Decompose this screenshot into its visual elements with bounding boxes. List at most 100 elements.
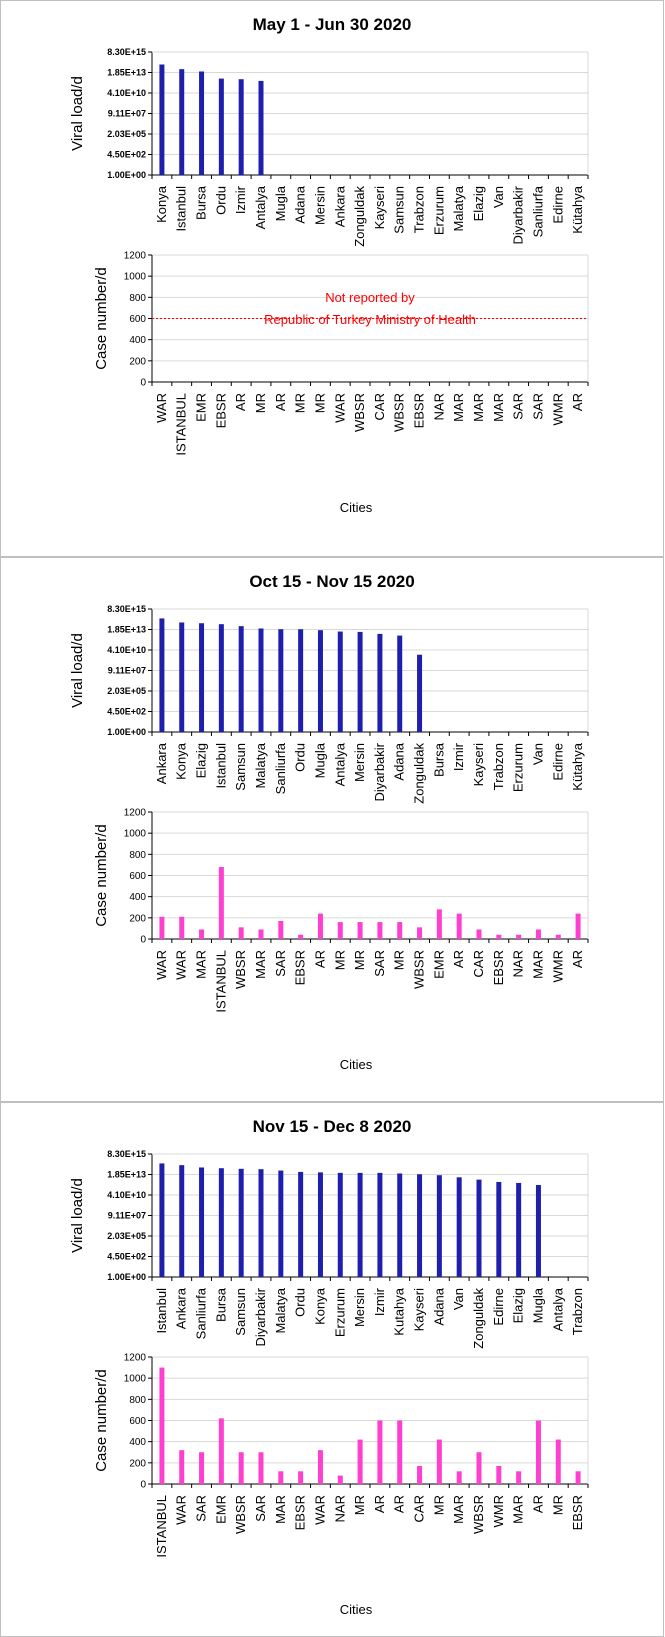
viral-ytick-label: 1.00E+00 [107,1272,146,1282]
viral-ytick-label: 8.30E+15 [107,47,146,57]
cases-category-label: AR [312,950,327,968]
cases-category-label: ISTANBUL [174,393,189,456]
viral-ytick-label: 9.11E+07 [108,1211,146,1221]
viral-category-label: Ankara [154,742,169,784]
cases-bar [476,929,482,939]
cases-category-label: WMR [491,1495,506,1528]
cases-category-label: SAR [530,393,545,420]
cases-ytick-label: 1000 [124,829,147,840]
viral-category-label: Kütahya [570,185,585,233]
cases-category-label: WBSR [471,1495,486,1534]
cases-bar [278,1471,284,1484]
cases-category-label: MR [431,1495,446,1515]
viral-bar [179,69,185,175]
cases-y-axis-label: Case number/d [93,1369,110,1472]
viral-category-label: Mersin [352,743,367,782]
cases-bar [476,1452,482,1484]
viral-bar [238,1168,244,1277]
cases-category-label: MR [312,393,327,413]
viral-category-label: Malatya [451,185,466,231]
viral-category-label: Diyarbakir [511,185,526,244]
viral-bar [357,1172,363,1277]
cases-category-label: WAR [154,950,169,980]
cases-category-label: MAR [491,393,506,422]
viral-bar [159,1163,165,1277]
viral-category-label: Kayseri [412,1288,427,1331]
viral-category-label: Sanliurfa [273,742,288,794]
cases-bar [238,927,244,939]
viral-category-label: Kütahya [570,742,585,790]
cases-bar [298,934,304,939]
viral-bar [218,1168,224,1277]
cases-bar [555,934,561,939]
viral-category-label: Antalya [332,742,347,786]
viral-category-label: Ordu [293,743,308,772]
cases-ytick-label: 800 [129,1395,146,1406]
cases-ytick-label: 1200 [124,1353,147,1364]
cases-category-label: CAR [412,1495,427,1522]
viral-bar [238,626,244,732]
viral-category-label: Konya [154,185,169,223]
viral-bar [456,1177,462,1277]
viral-category-label: Zonguldak [412,743,427,804]
viral-bar [238,79,244,175]
cases-category-label: MAR [451,393,466,422]
viral-category-label: Ordu [293,1288,308,1317]
viral-bar [179,1165,185,1277]
viral-category-label: Mersin [312,186,327,225]
cases-bar [516,934,522,939]
cases-category-label: WBSR [392,393,407,432]
viral-category-label: Mersin [352,1288,367,1327]
viral-ytick-label: 8.30E+15 [107,1149,146,1159]
viral-category-label: Edirne [550,743,565,781]
cases-bar [317,913,323,939]
cases-category-label: EBSR [491,950,506,985]
viral-category-label: Bursa [213,1287,228,1322]
chart-title: May 1 - Jun 30 2020 [253,15,412,34]
viral-bar [199,1167,205,1277]
viral-ytick-label: 2.03E+05 [107,686,146,696]
cases-ytick-label: 600 [129,1416,146,1427]
viral-bar [337,631,343,732]
viral-category-label: Istanbul [154,1288,169,1334]
cases-ytick-label: 600 [129,871,146,882]
not-reported-note-line1: Not reported by [325,290,415,305]
cases-category-label: WBSR [233,950,248,989]
cases-ytick-label: 800 [129,293,146,304]
cases-ytick-label: 200 [129,913,146,924]
viral-bar [218,624,224,732]
viral-category-label: Van [530,743,545,765]
cases-category-label: WAR [154,393,169,423]
viral-category-label: Erzurum [511,743,526,792]
viral-category-label: Konya [312,1287,327,1325]
cases-category-label: WBSR [412,950,427,989]
viral-category-label: Elazig [511,1288,526,1323]
cases-category-label: NAR [332,1495,347,1522]
viral-category-label: Mugla [530,1287,545,1323]
cases-ytick-label: 200 [129,356,146,367]
cases-ytick-label: 0 [140,935,146,946]
viral-category-label: Edirne [550,186,565,224]
viral-ytick-label: 1.00E+00 [107,170,146,180]
cases-category-label: EMR [194,393,209,422]
viral-category-label: Kayseri [372,186,387,229]
viral-bar [199,623,205,732]
viral-category-label: Istanbul [213,743,228,789]
viral-bar [317,630,323,732]
cases-category-label: MR [253,393,268,413]
viral-category-label: Zonguldak [352,186,367,247]
cases-bar [456,913,462,939]
cases-category-label: MAR [273,1495,288,1524]
cases-category-label: SAR [253,1495,268,1522]
viral-category-label: Adana [431,1287,446,1325]
cases-bar [238,1452,244,1484]
viral-bar [516,1182,522,1277]
cases-ytick-label: 400 [129,335,146,346]
cases-category-label: AR [233,393,248,411]
viral-bar [417,1174,423,1277]
cases-category-label: CAR [372,393,387,420]
viral-category-label: Mugla [273,185,288,221]
cases-bar [258,929,264,939]
